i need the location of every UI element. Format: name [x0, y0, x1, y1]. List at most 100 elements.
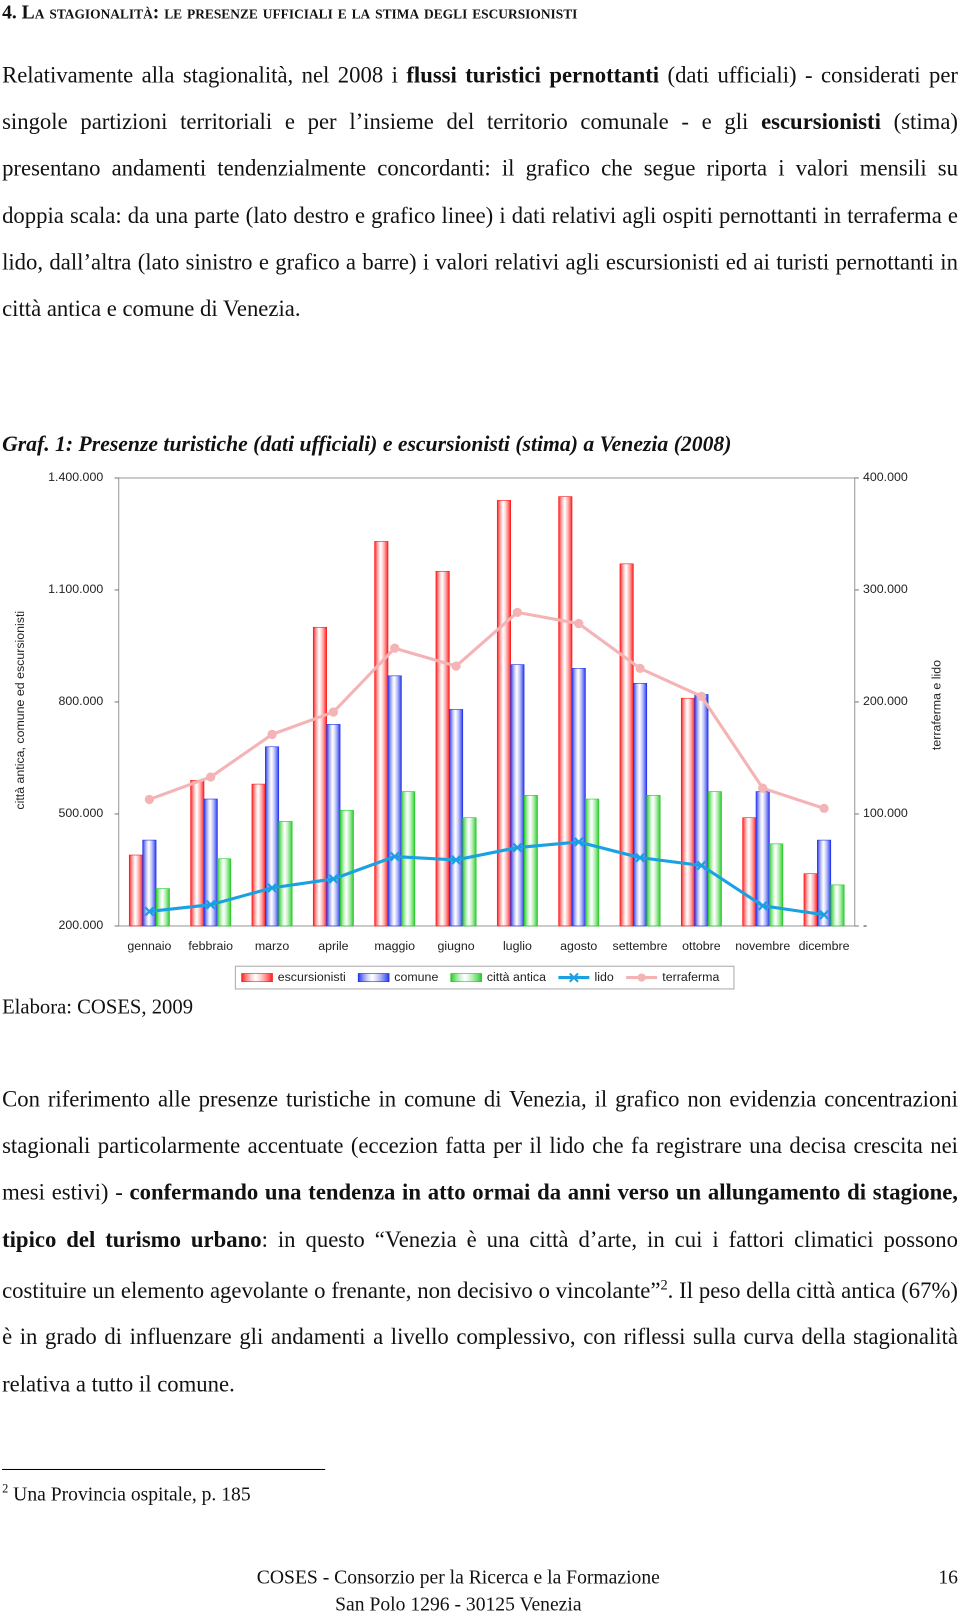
y-tick-label: 1.100.000 — [48, 582, 103, 596]
y-tick-label: 200.000 — [58, 918, 103, 932]
legend-label: comune — [394, 970, 438, 984]
y-tick-label: 800.000 — [58, 694, 103, 708]
x-tick-label: luglio — [503, 939, 532, 953]
footer-line: San Polo 1296 - 30125 Venezia — [335, 1593, 582, 1616]
bar — [203, 798, 218, 927]
x-tick-label: novembre — [735, 939, 790, 953]
x-tick-label: settembre — [613, 939, 668, 953]
point — [574, 618, 584, 629]
x-tick-label: ottobre — [682, 939, 721, 953]
y2-tick-label: 100.000 — [863, 806, 908, 820]
text-run: Con riferimento alle presenze turistiche… — [2, 1085, 958, 1206]
x-tick-label: aprile — [318, 939, 348, 953]
point — [635, 663, 645, 674]
y2-tick-label: - — [863, 918, 867, 932]
footer-line: COSES - Consorzio per la Ricerca e la Fo… — [256, 1567, 660, 1589]
x-tick-label: agosto — [560, 939, 597, 953]
bold-text: confermando una tendenza in atto ormai d… — [2, 1179, 958, 1252]
bar — [510, 664, 525, 927]
legend-label: lido — [595, 970, 614, 984]
chart-caption: Graf. 1: Presenze turistiche (dati uffic… — [2, 431, 732, 457]
bar — [496, 500, 511, 927]
bar — [803, 873, 818, 927]
bar — [817, 839, 832, 927]
y-axis-label: città antica, comune ed escursionisti — [13, 611, 27, 810]
legend-marker — [569, 972, 579, 983]
x-tick-label: marzo — [255, 939, 289, 953]
x-tick-label: maggio — [374, 939, 415, 953]
bar — [571, 668, 586, 927]
bar — [523, 794, 538, 927]
chart: città antica, comune ed escursionisti te… — [13, 470, 944, 990]
bar — [619, 563, 634, 927]
source-note: Elabora: COSES, 2009 — [2, 996, 194, 1019]
y2-axis-label: terraferma e lido — [930, 660, 944, 750]
text-run: Relativamente alla stagionalità, nel 200… — [2, 61, 407, 88]
bar — [830, 884, 845, 927]
bar — [435, 570, 450, 927]
point — [144, 906, 155, 917]
point — [635, 852, 646, 863]
point — [819, 909, 830, 920]
bar — [449, 709, 464, 927]
y2-tick-label: 300.000 — [863, 582, 908, 596]
page-number: 16 — [938, 1567, 958, 1589]
bar — [680, 697, 696, 927]
bar — [558, 496, 573, 927]
point — [757, 900, 768, 911]
point — [206, 772, 216, 782]
bar — [633, 682, 648, 927]
point — [512, 607, 523, 618]
legend-swatch — [357, 973, 390, 983]
bar — [278, 821, 293, 927]
bar — [374, 541, 389, 927]
bar — [462, 817, 477, 927]
bar — [707, 791, 722, 927]
point — [390, 643, 400, 653]
point — [512, 842, 523, 853]
bar — [155, 888, 170, 927]
x-tick-label: febbraio — [188, 939, 233, 953]
text-run: (stima) presentano andamenti tendenzialm… — [2, 108, 958, 322]
point — [328, 707, 339, 717]
point — [758, 783, 768, 793]
legend-label: città antica — [487, 970, 546, 984]
bar — [387, 675, 402, 927]
y-tick-label: 1.400.000 — [48, 470, 103, 484]
legend-swatch — [241, 973, 273, 983]
text-run: (dati ufficiali) - considerati per singo… — [2, 61, 958, 135]
paragraph: Relativamente alla stagionalità, nel 200… — [2, 52, 958, 332]
point — [451, 854, 461, 865]
bold-text: flussi turistici pernottanti — [406, 61, 660, 88]
footnote-rule — [2, 1468, 326, 1470]
y2-tick-label: 400.000 — [863, 470, 908, 484]
line — [148, 610, 825, 810]
bar — [585, 798, 600, 927]
legend-box — [234, 965, 735, 990]
legend-label: terraferma — [662, 970, 719, 984]
footnote: 2 Una Provincia ospitale, p. 185 — [2, 1481, 251, 1506]
bar — [769, 843, 784, 927]
footnote-number: 2 — [2, 1481, 9, 1496]
bar — [326, 724, 341, 927]
paragraph: Con riferimento alle presenze turistiche… — [2, 1076, 958, 1407]
bar — [251, 783, 266, 927]
point — [819, 803, 829, 814]
footnote-text: Una Provincia ospitale, p. 185 — [13, 1483, 251, 1506]
text-run: . Il peso della città antica (67%) è in … — [2, 1277, 958, 1397]
x-tick-label: dicembre — [799, 939, 850, 953]
legend-swatch — [450, 973, 482, 983]
point — [267, 729, 277, 740]
y-tick-label: 500.000 — [58, 806, 103, 820]
bar — [694, 694, 709, 927]
point — [389, 851, 400, 862]
point — [451, 661, 461, 671]
point — [696, 860, 707, 871]
text-run: : in questo “Venezia è una città d’arte,… — [2, 1225, 958, 1303]
line — [149, 840, 825, 917]
legend-marker — [637, 973, 646, 982]
point — [144, 794, 155, 805]
footnote-ref: 2 — [660, 1277, 668, 1294]
legend-label: escursionisti — [278, 970, 346, 984]
